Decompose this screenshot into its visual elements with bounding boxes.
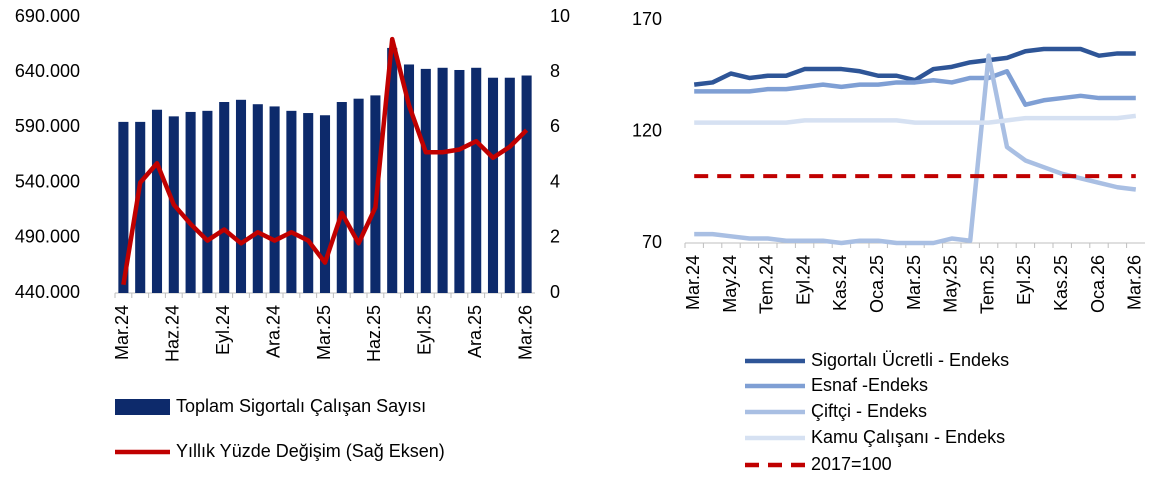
y2-tick-label: 8 — [550, 61, 560, 81]
x-tick-label: Mar.24 — [112, 305, 132, 360]
x-tick-label: May.25 — [941, 255, 961, 313]
x-tick-label: Kas.25 — [1051, 255, 1071, 311]
bar — [202, 110, 213, 293]
y-tick-label: 540.000 — [15, 171, 80, 191]
series-line — [694, 69, 1136, 107]
y-tick-label: 690.000 — [15, 6, 80, 26]
y2-tick-label: 6 — [550, 116, 560, 136]
x-tick-label: Tem.24 — [757, 255, 777, 314]
bar — [487, 77, 499, 293]
bar — [151, 109, 163, 294]
x-tick-label: Oca.25 — [867, 255, 887, 313]
y-tick-label: 440.000 — [15, 282, 80, 302]
x-tick-label: Mar.26 — [1125, 255, 1145, 310]
x-tick-label: Eyl.24 — [213, 305, 233, 355]
x-tick-label: Eyl.25 — [1014, 255, 1034, 305]
bar — [504, 77, 515, 293]
legend-label: Yıllık Yüzde Değişim (Sağ Eksen) — [176, 441, 445, 461]
bar — [521, 75, 532, 294]
x-tick-label: Mar.26 — [515, 305, 535, 360]
x-tick-label: Eyl.24 — [793, 255, 813, 305]
legend-label: Çiftçi - Endeks — [811, 401, 927, 421]
series-line — [693, 46, 1136, 87]
x-tick-label: Tem.25 — [977, 255, 997, 314]
legend-label: 2017=100 — [811, 454, 892, 474]
bar — [403, 64, 415, 293]
bar — [219, 102, 230, 294]
legend-swatch — [115, 399, 170, 415]
legend-label: Kamu Çalışanı - Endeks — [811, 427, 1005, 447]
x-tick-label: Kas.24 — [830, 255, 850, 311]
x-tick-label: Haz.25 — [364, 305, 384, 362]
y2-tick-label: 4 — [550, 171, 560, 191]
y-tick-label: 490.000 — [15, 227, 80, 247]
legend-label: Toplam Sigortalı Çalışan Sayısı — [176, 396, 426, 416]
bar — [454, 69, 465, 293]
y2-tick-label: 2 — [550, 227, 560, 247]
x-tick-label: Ara.24 — [263, 305, 283, 358]
bar — [135, 121, 146, 293]
legend-label: Esnaf -Endeks — [811, 375, 928, 395]
legend-label: Sigortalı Ücretli - Endeks — [811, 350, 1009, 370]
y2-tick-label: 10 — [550, 6, 570, 26]
bar — [336, 102, 347, 294]
x-tick-label: Eyl.25 — [415, 305, 435, 355]
y-tick-label: 120 — [632, 120, 662, 140]
x-tick-label: Haz.24 — [163, 305, 183, 362]
bar — [252, 104, 263, 293]
bar — [319, 115, 331, 293]
bar — [286, 110, 297, 293]
x-tick-label: May.24 — [720, 255, 740, 313]
bar — [437, 67, 448, 293]
y-tick-label: 70 — [642, 232, 662, 252]
series-line — [694, 113, 1137, 125]
bar — [471, 67, 482, 293]
y-tick-label: 590.000 — [15, 116, 80, 136]
bar — [387, 47, 398, 293]
y-tick-label: 170 — [632, 9, 662, 29]
bar — [420, 68, 431, 293]
y-tick-label: 640.000 — [15, 61, 80, 81]
x-tick-label: Oca.26 — [1088, 255, 1108, 313]
x-tick-label: Ara.25 — [465, 305, 485, 358]
bar — [185, 111, 196, 293]
bar — [353, 98, 364, 293]
y2-tick-label: 0 — [550, 282, 560, 302]
series-line — [694, 53, 1137, 246]
bar — [269, 106, 280, 293]
x-tick-label: Mar.24 — [683, 255, 703, 310]
bar — [303, 113, 314, 293]
x-tick-label: Mar.25 — [314, 305, 334, 360]
x-tick-label: Mar.25 — [904, 255, 924, 310]
bar — [118, 121, 129, 293]
bar — [235, 99, 247, 293]
series-line — [121, 36, 529, 286]
